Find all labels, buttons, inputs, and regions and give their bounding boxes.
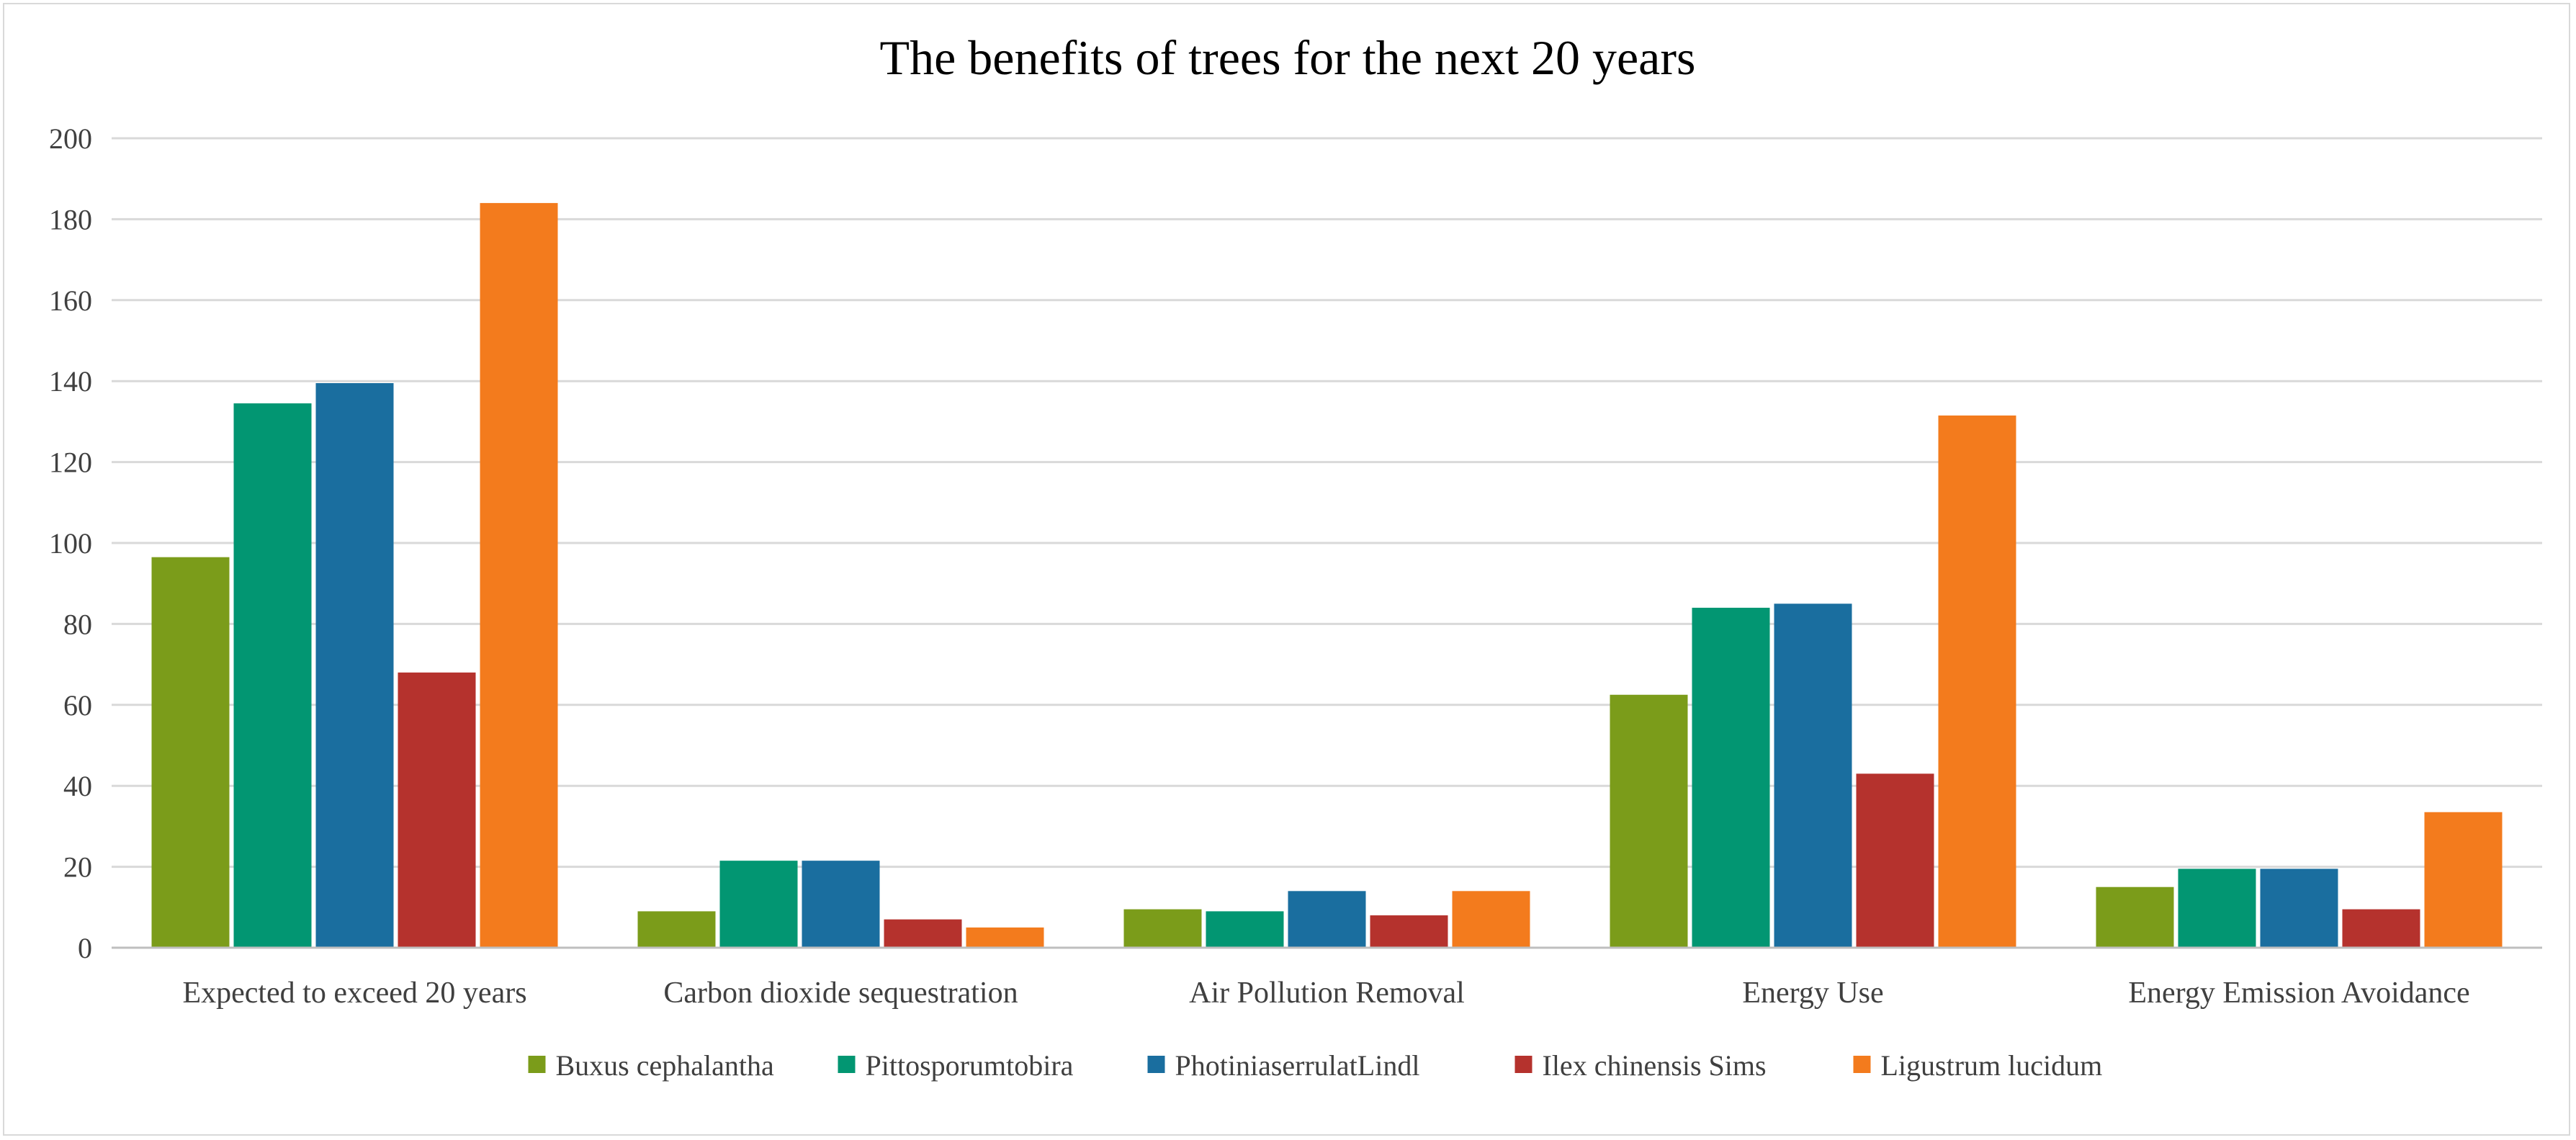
bar-pittosporumtobira-0 [233, 403, 312, 948]
bar-ilex-chinensis-sims-4 [2342, 909, 2420, 948]
legend-swatch [1853, 1056, 1871, 1073]
bar-buxus-cephalantha-4 [2096, 887, 2174, 948]
y-axis-ticks: 0 20 40 60 80 100 120 140 160 180 200 [49, 122, 92, 964]
x-tick-label: Energy Emission Avoidance [2128, 977, 2469, 1010]
bar-buxus-cephalantha-0 [151, 557, 230, 948]
y-tick-label: 60 [63, 689, 92, 722]
bar-buxus-cephalantha-2 [1123, 909, 1202, 948]
bar-photiniaserrulatlindl-0 [315, 383, 394, 948]
bar-pittosporumtobira-4 [2178, 869, 2256, 948]
bar-ilex-chinensis-sims-2 [1370, 915, 1448, 948]
y-tick-label: 40 [63, 770, 92, 802]
bar-ilex-chinensis-sims-0 [398, 672, 476, 948]
y-tick-label: 120 [49, 446, 92, 479]
bar-photiniaserrulatlindl-1 [802, 861, 880, 948]
legend-label: Pittosporumtobira [866, 1049, 1074, 1082]
y-tick-label: 80 [63, 608, 92, 640]
x-tick-label: Carbon dioxide sequestration [663, 977, 1018, 1010]
bar-ligustrum-lucidum-1 [966, 927, 1044, 948]
legend-label: Buxus cephalantha [556, 1049, 774, 1082]
legend-swatch [1514, 1056, 1532, 1073]
y-tick-label: 180 [49, 203, 92, 235]
bar-photiniaserrulatlindl-4 [2260, 869, 2338, 948]
y-tick-label: 140 [49, 365, 92, 398]
bar-ilex-chinensis-sims-1 [884, 919, 962, 948]
bar-photiniaserrulatlindl-3 [1774, 603, 1852, 948]
bar-ligustrum-lucidum-4 [2424, 812, 2503, 948]
x-tick-label: Energy Use [1742, 977, 1883, 1010]
legend: Buxus cephalantha Pittosporumtobira Photin… [528, 1049, 2103, 1082]
bar-photiniaserrulatlindl-2 [1288, 891, 1366, 948]
y-tick-label: 200 [49, 122, 92, 155]
bar-pittosporumtobira-1 [719, 861, 798, 948]
legend-label: Ligustrum lucidum [1881, 1049, 2103, 1082]
gridlines [112, 137, 2542, 869]
bar-ligustrum-lucidum-3 [1938, 415, 2016, 948]
y-tick-label: 100 [49, 527, 92, 560]
bar-pittosporumtobira-2 [1206, 911, 1284, 948]
bar-pittosporumtobira-3 [1692, 607, 1770, 948]
x-tick-label: Air Pollution Removal [1189, 977, 1465, 1010]
legend-swatch [1147, 1056, 1165, 1073]
bar-ligustrum-lucidum-0 [480, 202, 558, 948]
y-tick-label: 20 [63, 851, 92, 884]
legend-label: Ilex chinensis Sims [1543, 1049, 1767, 1082]
x-tick-label: Expected to exceed 20 years [182, 977, 526, 1010]
chart-title: The benefits of trees for the next 20 ye… [880, 30, 1696, 85]
y-tick-label: 160 [49, 284, 92, 317]
legend-label: PhotiniaserrulatLindl [1175, 1049, 1420, 1082]
bar-buxus-cephalantha-3 [1610, 694, 1688, 948]
bar-ilex-chinensis-sims-3 [1856, 773, 1934, 948]
bar-buxus-cephalantha-1 [637, 911, 716, 948]
y-tick-label: 0 [78, 932, 92, 964]
legend-swatch [528, 1056, 546, 1073]
bar-ligustrum-lucidum-2 [1452, 891, 1530, 948]
bars [151, 202, 2503, 948]
x-axis-labels: Expected to exceed 20 years Carbon dioxid… [182, 977, 2469, 1010]
legend-swatch [838, 1056, 856, 1073]
